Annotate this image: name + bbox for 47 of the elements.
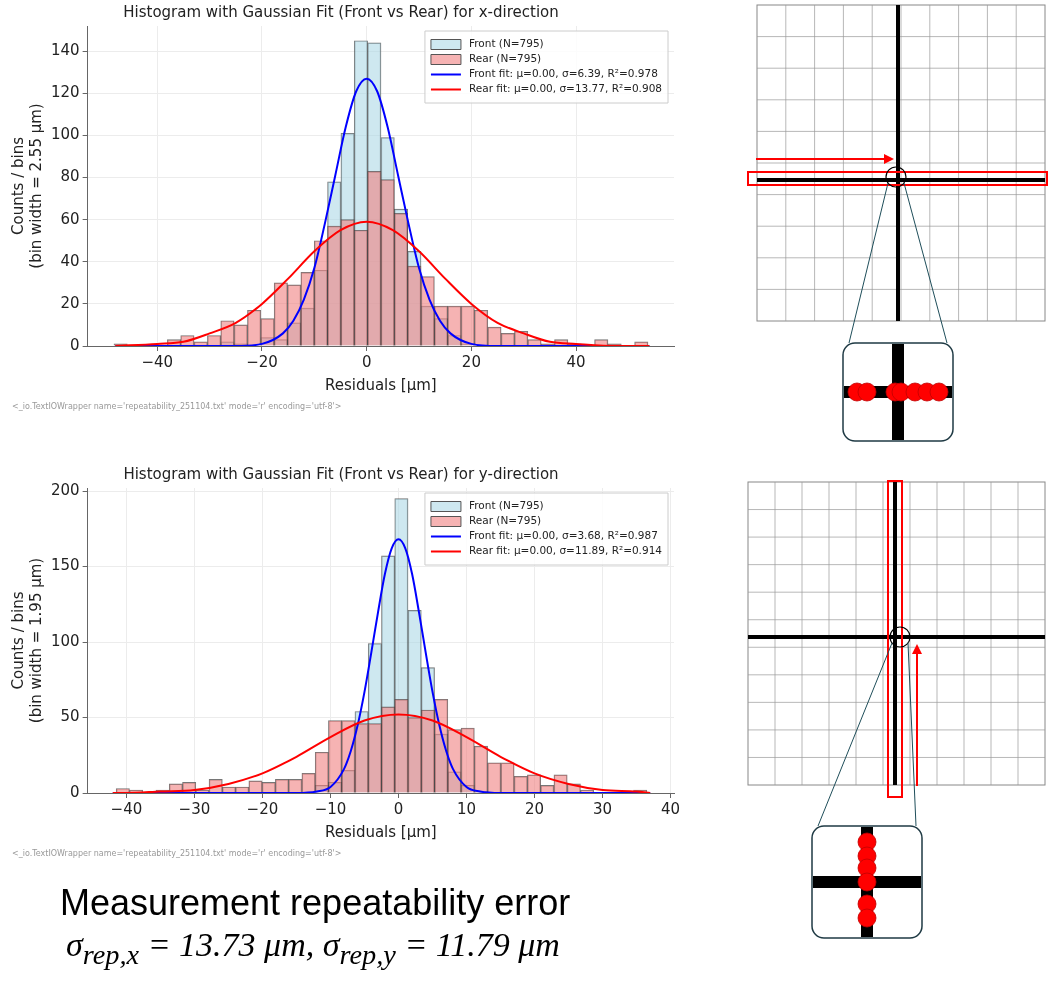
x-tick-label: −10 bbox=[314, 799, 347, 818]
y-axis-title: Counts / bins (bin width = 2.55 μm) bbox=[8, 103, 45, 269]
line-series bbox=[114, 220, 651, 346]
legend-label: Front (N=795) bbox=[468, 37, 544, 50]
x-tick-label: 20 bbox=[525, 799, 545, 818]
x-tick-label: −40 bbox=[141, 352, 174, 371]
line-series bbox=[111, 713, 652, 793]
chart-title: Histogram with Gaussian Fit (Front vs Rear) for x-direction bbox=[123, 2, 559, 21]
x-axis-title: Residuals [μm] bbox=[324, 822, 437, 841]
x-tick-label: 40 bbox=[566, 352, 586, 371]
x-tick-label: 0 bbox=[361, 352, 372, 371]
text: <_io.TextIOWrapper name='repeatability_251104.txt' mode='r' encoding='utf-8'> bbox=[12, 402, 342, 412]
y-tick-label: 200 bbox=[50, 480, 80, 499]
text: Measurement repeatability error bbox=[60, 882, 572, 924]
y-tick-label: 100 bbox=[50, 631, 80, 650]
y-tick-label: 0 bbox=[70, 335, 80, 354]
chart-title: Histogram with Gaussian Fit (Front vs Rear) for y-direction bbox=[123, 464, 559, 483]
x-tick-label: 30 bbox=[593, 799, 613, 818]
y-tick-label: 20 bbox=[60, 293, 80, 312]
text: <_io.TextIOWrapper name='repeatability_251104.txt' mode='r' encoding='utf-8'> bbox=[12, 849, 342, 859]
y-tick-label: 140 bbox=[50, 41, 80, 60]
legend-label: Front fit: μ=0.00, σ=3.68, R²=0.987 bbox=[468, 529, 658, 542]
x-tick-label: −30 bbox=[178, 799, 211, 818]
legend-label: Front (N=795) bbox=[468, 499, 544, 512]
x-tick-label: 10 bbox=[456, 799, 477, 818]
x-tick-label: 40 bbox=[661, 799, 681, 818]
x-axis-title: Residuals [μm] bbox=[324, 375, 437, 394]
y-tick-label: 80 bbox=[60, 167, 80, 186]
x-tick-label: −20 bbox=[246, 352, 278, 371]
y-tick-label: 50 bbox=[60, 707, 80, 726]
y-axis-title: Counts / bins (bin width = 1.95 μm) bbox=[8, 557, 45, 724]
y-tick-label: 120 bbox=[50, 83, 80, 102]
y-tick-label: 60 bbox=[60, 209, 80, 228]
y-tick-label: 40 bbox=[60, 251, 80, 270]
legend-label: Front fit: μ=0.00, σ=6.39, R²=0.978 bbox=[468, 67, 658, 80]
text: σ$_{rep,x}$ = 13.73 μm, σ$_{rep,y}$ = 11.79 μm bbox=[66, 926, 561, 971]
x-tick-label: 20 bbox=[461, 352, 481, 371]
x-tick-label: −20 bbox=[246, 799, 279, 818]
x-tick-label: −40 bbox=[110, 799, 143, 818]
legend-label: Rear (N=795) bbox=[468, 52, 542, 65]
y-tick-label: 100 bbox=[50, 125, 80, 144]
legend-label: Rear fit: μ=0.00, σ=13.77, R²=0.908 bbox=[468, 82, 662, 95]
y-tick-label: 150 bbox=[50, 556, 80, 575]
legend-label: Rear (N=795) bbox=[468, 514, 542, 527]
y-tick-label: 0 bbox=[70, 782, 80, 801]
x-tick-label: 0 bbox=[393, 799, 404, 818]
legend-label: Rear fit: μ=0.00, σ=11.89, R²=0.914 bbox=[468, 544, 663, 557]
